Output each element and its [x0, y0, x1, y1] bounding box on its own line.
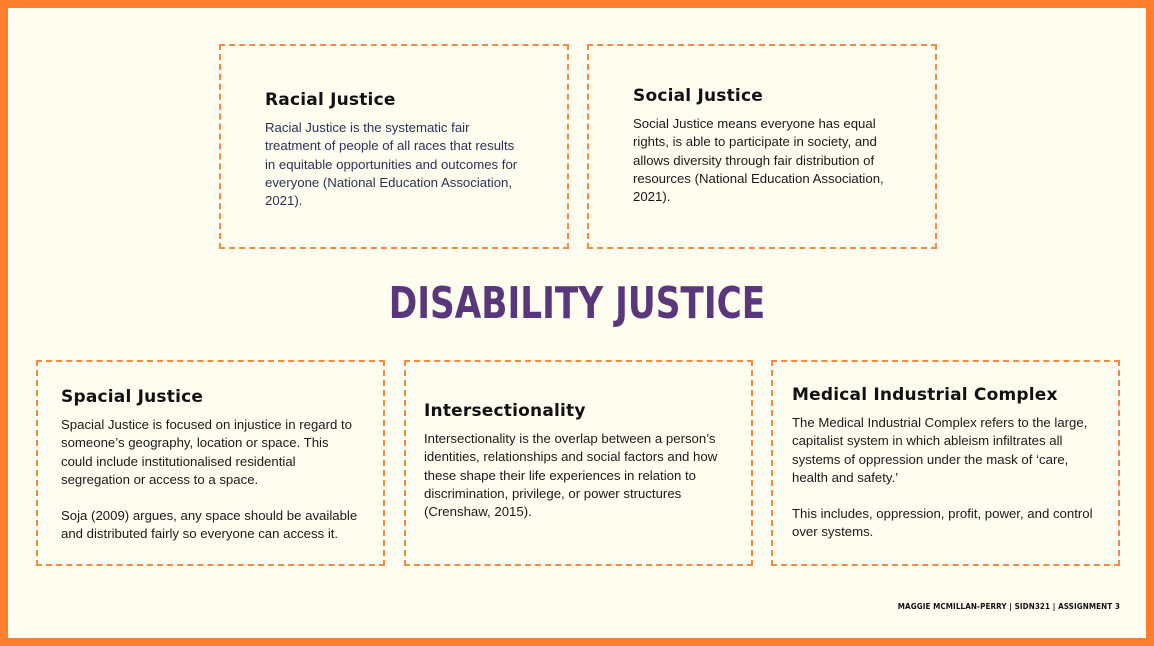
spacial-justice-card: Spacial Justice Spacial Justice is focus… — [36, 360, 385, 566]
intersectionality-card: Intersectionality Intersectionality is t… — [404, 360, 753, 566]
social-justice-title: Social Justice — [633, 86, 763, 106]
social-justice-body: Social Justice means everyone has equal … — [633, 116, 884, 205]
racial-justice-title: Racial Justice — [265, 90, 396, 110]
spacial-justice-body-secondary: Soja (2009) argues, any space should be … — [61, 508, 358, 542]
footer-credit: MAGGIE MCMILLAN-PERRY | SIDN321 | ASSIGN… — [897, 602, 1120, 611]
intersectionality-body: Intersectionality is the overlap between… — [424, 431, 718, 520]
spacial-justice-body: Spacial Justice is focused on injustice … — [61, 417, 353, 487]
racial-justice-body: Racial Justice is the systematic fair tr… — [265, 120, 518, 209]
slide: Racial Justice Racial Justice is the sys… — [8, 8, 1146, 638]
medical-industrial-complex-title: Medical Industrial Complex — [792, 385, 1058, 405]
spacial-justice-title: Spacial Justice — [61, 387, 204, 407]
medical-industrial-complex-body: The Medical Industrial Complex refers to… — [792, 415, 1088, 485]
medical-industrial-complex-body-secondary: This includes, oppression, profit, power… — [792, 506, 1093, 540]
racial-justice-card: Racial Justice Racial Justice is the sys… — [219, 44, 569, 249]
social-justice-card: Social Justice Social Justice means ever… — [587, 44, 937, 249]
medical-industrial-complex-card: Medical Industrial Complex The Medical I… — [771, 360, 1120, 566]
intersectionality-title: Intersectionality — [424, 401, 586, 421]
disability-justice-title: DISABILITY JUSTICE — [388, 278, 766, 329]
